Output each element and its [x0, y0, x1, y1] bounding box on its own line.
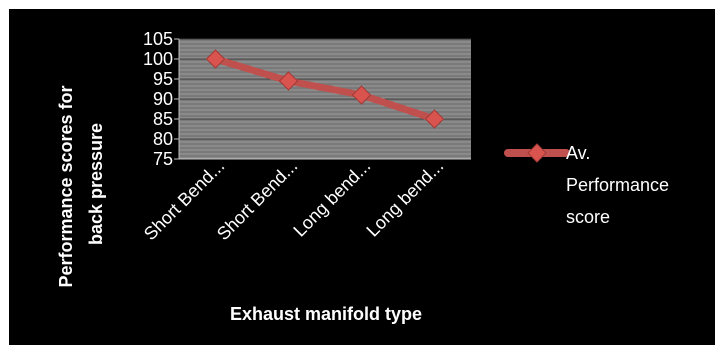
data-point-marker [205, 49, 226, 69]
y-axis-label: Performance scores for back pressure [56, 80, 106, 287]
x-tick-label: Long bend... [362, 156, 447, 241]
x-tick-labels: Short Bend...Short Bend...Long bend...Lo… [140, 156, 447, 244]
x-axis-label: Exhaust manifold type [230, 304, 422, 324]
legend-label: Av. Performance score [566, 143, 674, 227]
data-point-marker [278, 71, 299, 91]
y-tick-label: 80 [153, 129, 173, 149]
y-tick-label: 95 [153, 69, 173, 89]
series-line [212, 55, 438, 123]
data-point-marker [351, 85, 372, 105]
x-tick-label: Long bend... [289, 156, 374, 241]
series-line-path [212, 55, 438, 123]
legend-label-line: score [566, 207, 610, 227]
legend-label-line: Performance [566, 175, 669, 195]
legend: Av. Performance score [504, 143, 674, 227]
legend-marker-swatch [527, 143, 547, 163]
y-tick-label: 85 [153, 109, 173, 129]
y-tick-label: 100 [143, 49, 173, 69]
axes [178, 39, 471, 160]
data-point-marker [424, 109, 445, 129]
y-tick-label: 105 [143, 29, 173, 49]
legend-label-line: Av. [566, 143, 590, 163]
y-tick-label: 90 [153, 89, 173, 109]
series-markers [205, 49, 445, 129]
y-tick-label: 75 [153, 149, 173, 169]
chart-frame: 75 80 85 90 95 100 105 Short Bend... Short Bend… [9, 9, 715, 345]
